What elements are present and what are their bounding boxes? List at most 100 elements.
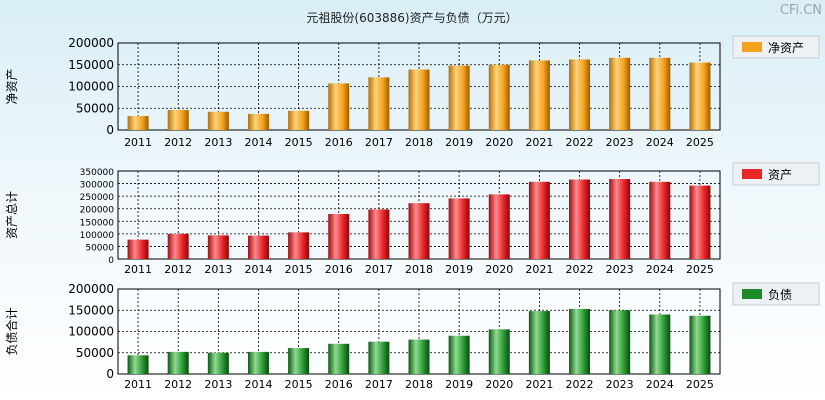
x-tick-label: 2022: [566, 136, 594, 149]
y-tick-label: 300000: [80, 181, 115, 191]
bar-2013: [207, 352, 229, 374]
bar-2023: [609, 310, 631, 374]
bar-2020: [488, 329, 510, 374]
bar-2013: [207, 235, 229, 259]
bar-2012: [167, 109, 189, 130]
bar-2017: [368, 209, 390, 259]
x-tick-label: 2020: [485, 136, 513, 149]
legend-swatch: [742, 169, 762, 179]
bar-2015: [288, 348, 310, 374]
bar-2023: [609, 57, 631, 130]
bar-2014: [247, 351, 269, 374]
bar-2018: [408, 69, 430, 130]
y-tick-label: 200000: [68, 282, 114, 296]
bar-2021: [528, 60, 550, 130]
bar-2015: [288, 232, 310, 259]
x-tick-label: 2011: [124, 263, 152, 276]
x-tick-label: 2011: [124, 136, 152, 149]
legend-label: 净资产: [768, 41, 804, 55]
bar-2018: [408, 339, 430, 374]
x-tick-label: 2020: [485, 263, 513, 276]
x-tick-label: 2018: [405, 136, 433, 149]
x-tick-label: 2022: [566, 263, 594, 276]
bar-2025: [689, 62, 711, 131]
x-tick-label: 2015: [285, 136, 313, 149]
legend: 资产: [732, 162, 820, 186]
x-tick-label: 2012: [164, 263, 192, 276]
x-tick-label: 2019: [445, 136, 473, 149]
bar-2011: [127, 239, 149, 259]
bar-2014: [247, 113, 269, 130]
x-tick-label: 2017: [365, 263, 393, 276]
legend-label: 资产: [768, 168, 792, 182]
legend: 负债: [732, 282, 820, 306]
y-tick-label: 150000: [68, 58, 114, 72]
x-tick-label: 2024: [646, 378, 674, 391]
x-tick-label: 2011: [124, 378, 152, 391]
y-tick-label: 200000: [68, 36, 114, 50]
y-tick-label: 50000: [76, 346, 114, 360]
bar-2020: [488, 194, 510, 259]
x-tick-label: 2025: [686, 263, 714, 276]
bar-2022: [569, 179, 591, 259]
legend-box: [732, 282, 820, 306]
bar-2011: [127, 116, 149, 130]
x-tick-label: 2019: [445, 378, 473, 391]
bar-2019: [448, 198, 470, 259]
x-tick-label: 2024: [646, 263, 674, 276]
x-tick-label: 2013: [204, 136, 232, 149]
bar-2021: [528, 181, 550, 259]
x-tick-label: 2025: [686, 136, 714, 149]
x-tick-label: 2018: [405, 378, 433, 391]
legend-label: 负债: [768, 288, 792, 302]
x-tick-label: 2021: [525, 378, 553, 391]
bar-2012: [167, 233, 189, 259]
panel-3: 0 50000 100000 150000 200000 2011 2012 2013 2014…: [4, 282, 820, 391]
x-tick-label: 2021: [525, 263, 553, 276]
x-tick-label: 2015: [285, 263, 313, 276]
bar-2023: [609, 179, 631, 259]
x-tick-label: 2024: [646, 136, 674, 149]
y-tick-label: 200000: [80, 206, 115, 216]
bar-2024: [649, 57, 671, 130]
bar-2018: [408, 203, 430, 259]
x-tick-label: 2023: [606, 378, 634, 391]
x-tick-label: 2013: [204, 263, 232, 276]
x-tick-label: 2025: [686, 378, 714, 391]
y-tick-label: 100000: [80, 231, 115, 241]
bar-2015: [288, 110, 310, 130]
y-tick-label: 50000: [76, 101, 114, 115]
x-tick-label: 2015: [285, 378, 313, 391]
panel-1: 0 50000 100000 150000 200000 2011 2012 2013 2014…: [5, 35, 820, 149]
y-tick-label: 350000: [80, 168, 115, 178]
x-tick-label: 2017: [365, 136, 393, 149]
x-tick-label: 2014: [244, 263, 272, 276]
x-tick-label: 2017: [365, 378, 393, 391]
x-tick-label: 2021: [525, 136, 553, 149]
y-tick-label: 0: [106, 367, 114, 381]
bar-2014: [247, 235, 269, 259]
x-tick-label: 2023: [606, 263, 634, 276]
x-tick-label: 2019: [445, 263, 473, 276]
bar-2024: [649, 314, 671, 374]
y-tick-label: 50000: [85, 243, 114, 253]
bar-2020: [488, 64, 510, 130]
y-tick-label: 0: [106, 123, 114, 137]
bar-2019: [448, 65, 470, 130]
bar-2016: [328, 343, 350, 374]
y-axis-label: 负债合计: [4, 307, 19, 355]
y-tick-label: 100000: [68, 325, 114, 339]
x-tick-label: 2012: [164, 378, 192, 391]
bar-2019: [448, 335, 470, 374]
brand-watermark: CFi.CN: [780, 3, 822, 18]
bar-2013: [207, 111, 229, 130]
bar-2017: [368, 77, 390, 130]
x-tick-label: 2016: [325, 378, 353, 391]
x-tick-label: 2018: [405, 263, 433, 276]
bar-2025: [689, 185, 711, 259]
y-axis-label: 净资产: [5, 68, 19, 104]
bar-2011: [127, 355, 149, 374]
y-tick-label: 0: [108, 256, 114, 266]
panel-2: 0 50000 100000 150000 200000 250000 300000 3500…: [5, 162, 820, 276]
